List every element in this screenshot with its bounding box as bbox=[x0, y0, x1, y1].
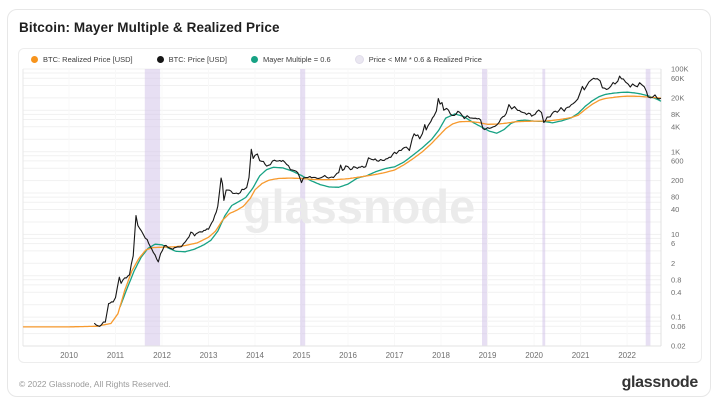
legend-item-realized-price[interactable]: BTC: Realized Price [USD] bbox=[31, 55, 133, 64]
x-axis-tick-label: 2022 bbox=[618, 351, 636, 360]
y-axis-tick-label: 4K bbox=[671, 122, 680, 131]
y-axis-tick-label: 100K bbox=[671, 65, 689, 74]
y-axis-tick-label: 10 bbox=[671, 230, 679, 239]
series-line-btc-realized-price-usd- bbox=[22, 95, 662, 328]
copyright-text: © 2022 Glassnode, All Rights Reserved. bbox=[19, 379, 171, 389]
price-chart[interactable]: glassnode100K60K20K8K4K1K600200804010620… bbox=[19, 49, 703, 364]
y-axis-tick-label: 60K bbox=[671, 74, 684, 83]
glassnode-watermark: glassnode bbox=[243, 180, 475, 233]
chart-panel: Bitcoin: Mayer Multiple & Realized Price… bbox=[7, 9, 711, 397]
y-axis-tick-label: 0.1 bbox=[671, 313, 681, 322]
glassnode-logo: glassnode bbox=[621, 374, 699, 391]
y-axis-tick-label: 80 bbox=[671, 193, 679, 202]
y-axis-tick-label: 0.8 bbox=[671, 275, 681, 284]
legend-label: BTC: Price [USD] bbox=[168, 55, 227, 64]
x-axis-tick-label: 2010 bbox=[60, 351, 78, 360]
x-axis-tick-label: 2020 bbox=[525, 351, 543, 360]
highlight-band bbox=[542, 69, 546, 346]
legend-item-btc-price[interactable]: BTC: Price [USD] bbox=[156, 55, 227, 64]
x-axis-tick-label: 2021 bbox=[572, 351, 590, 360]
x-axis-tick-label: 2013 bbox=[200, 351, 218, 360]
highlight-band bbox=[300, 69, 306, 346]
y-axis-tick-label: 200 bbox=[671, 176, 684, 185]
legend-label: Price < MM * 0.6 & Realized Price bbox=[368, 55, 482, 64]
x-axis-tick-label: 2018 bbox=[432, 351, 450, 360]
y-axis-tick-label: 1K bbox=[671, 147, 680, 156]
legend-item-mayer-multiple[interactable]: Mayer Multiple = 0.6 bbox=[250, 55, 331, 64]
legend-label: Mayer Multiple = 0.6 bbox=[262, 55, 331, 64]
y-axis-tick-label: 20K bbox=[671, 94, 684, 103]
x-axis-tick-label: 2014 bbox=[246, 351, 264, 360]
chart-card: BTC: Realized Price [USD] BTC: Price [US… bbox=[18, 48, 702, 363]
y-axis-tick-label: 0.06 bbox=[671, 322, 686, 331]
y-axis-tick-label: 2 bbox=[671, 259, 675, 268]
page-title: Bitcoin: Mayer Multiple & Realized Price bbox=[19, 20, 280, 35]
legend-label: BTC: Realized Price [USD] bbox=[43, 55, 133, 64]
x-axis-tick-label: 2012 bbox=[153, 351, 171, 360]
series-line-btc-price-usd- bbox=[94, 75, 662, 327]
mayer-multiple-dot-icon bbox=[250, 56, 258, 63]
y-axis-tick-label: 40 bbox=[671, 205, 679, 214]
x-axis-tick-label: 2016 bbox=[339, 351, 357, 360]
x-axis-tick-label: 2019 bbox=[479, 351, 497, 360]
chart-legend: BTC: Realized Price [USD] BTC: Price [US… bbox=[31, 55, 482, 64]
x-axis-tick-label: 2015 bbox=[293, 351, 311, 360]
series-line-mayer-multiple-0-6 bbox=[119, 91, 662, 308]
highlight-band bbox=[645, 69, 651, 346]
btc-price-dot-icon bbox=[156, 56, 164, 63]
highlight-band bbox=[482, 69, 488, 346]
legend-item-highlight-band[interactable]: Price < MM * 0.6 & Realized Price bbox=[354, 55, 482, 64]
x-axis-tick-label: 2011 bbox=[107, 351, 125, 360]
y-axis-tick-label: 6 bbox=[671, 239, 675, 248]
y-axis-tick-label: 0.02 bbox=[671, 342, 686, 351]
realized-price-dot-icon bbox=[31, 56, 38, 63]
highlight-band bbox=[144, 69, 161, 346]
y-axis-tick-label: 600 bbox=[671, 157, 684, 166]
x-axis-tick-label: 2017 bbox=[386, 351, 404, 360]
highlight-band-dot-icon bbox=[354, 55, 364, 64]
y-axis-tick-label: 0.4 bbox=[671, 288, 681, 297]
y-axis-tick-label: 8K bbox=[671, 110, 680, 119]
